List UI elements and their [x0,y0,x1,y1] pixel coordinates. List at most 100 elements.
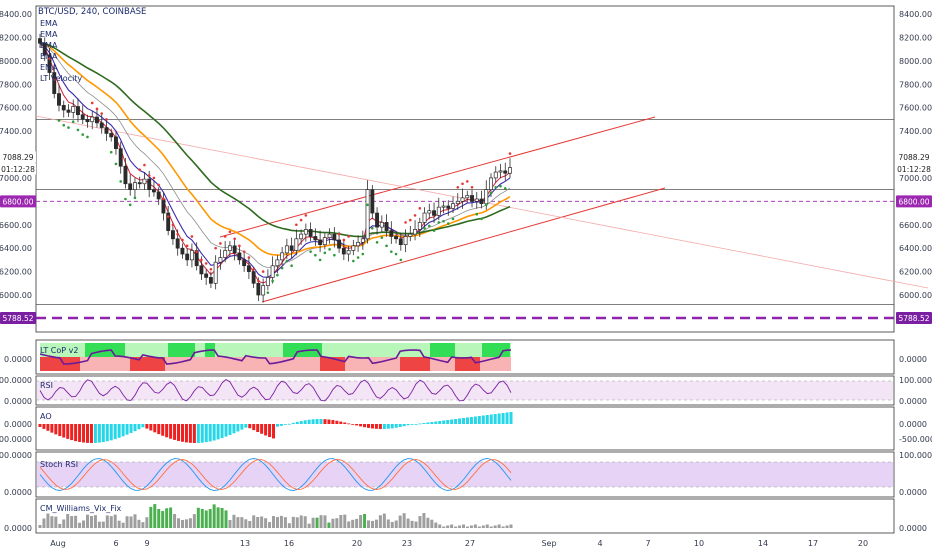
candle-body[interactable] [341,247,346,255]
candle-body[interactable] [394,236,399,240]
candle-body[interactable] [375,212,380,228]
candle-body[interactable] [389,230,394,237]
candle-body[interactable] [161,198,166,214]
candle-body[interactable] [503,170,508,174]
candle-body[interactable] [289,245,294,251]
candle-body[interactable] [147,178,152,190]
candle-body[interactable] [52,72,57,94]
legend-item[interactable]: EMA [40,41,58,50]
candle-body[interactable] [332,233,337,241]
candle-body[interactable] [199,265,204,275]
candle-body[interactable] [284,245,289,254]
candle-body[interactable] [498,170,503,173]
candle-body[interactable] [313,236,318,241]
candle-body[interactable] [303,229,308,235]
channel-lower-line[interactable] [261,187,666,303]
candle-body[interactable] [322,237,327,246]
candle-body[interactable] [484,189,489,205]
candle-body[interactable] [156,191,161,200]
candle-body[interactable] [128,183,133,190]
candle-body[interactable] [189,250,194,261]
candle-body[interactable] [47,54,52,73]
candle-body[interactable] [66,109,71,113]
candle-body[interactable] [413,229,418,235]
candle-body[interactable] [470,195,474,202]
candle-body[interactable] [213,261,218,284]
candle-body[interactable] [76,106,80,116]
candle-body[interactable] [403,236,408,246]
candle-body[interactable] [57,93,61,106]
candle-body[interactable] [346,250,351,255]
candle-body[interactable] [479,198,484,205]
candle-body[interactable] [451,203,455,209]
candle-body[interactable] [90,116,95,123]
candle-body[interactable] [218,257,223,263]
legend-item[interactable]: EMA [40,19,58,28]
candle-body[interactable] [417,222,422,230]
candle-body[interactable] [85,119,90,123]
candle-body[interactable] [360,238,365,243]
candle-body[interactable] [142,178,147,185]
candle-body[interactable] [151,189,156,193]
candle-body[interactable] [223,250,228,258]
candle-body[interactable] [493,171,498,179]
candle-body[interactable] [398,238,403,246]
candle-body[interactable] [474,198,479,202]
candle-body[interactable] [270,265,275,278]
candle-body[interactable] [265,277,270,286]
candle-body[interactable] [261,285,266,296]
candle-body[interactable] [465,195,470,199]
candle-body[interactable] [294,238,299,251]
main-y-axis[interactable]: 8400.00 8400.00 8200.00 8200.00 8000.00 8000.… [0,10,932,300]
channel-upper-line[interactable] [219,116,656,238]
legend-item[interactable]: EMA [40,52,58,61]
candle-body[interactable] [337,239,342,249]
candle-body[interactable] [280,252,285,261]
candle-body[interactable] [114,136,118,149]
candles[interactable] [38,33,512,303]
candle-body[interactable] [308,229,313,237]
candle-body[interactable] [455,200,460,205]
candle-body[interactable] [185,253,190,261]
candle-body[interactable] [446,205,451,209]
candle-body[interactable] [180,247,185,255]
candle-body[interactable] [208,277,213,284]
candle-body[interactable] [104,127,109,134]
candle-body[interactable] [379,222,384,228]
candle-body[interactable] [365,189,370,240]
candle-body[interactable] [436,206,441,216]
candle-body[interactable] [408,233,413,237]
symbol-title[interactable]: BTC/USD, 240, COINBASE [38,7,146,17]
candle-body[interactable] [38,38,42,44]
candle-body[interactable] [275,259,280,267]
candle-body[interactable] [432,210,436,216]
candle-body[interactable] [123,165,128,185]
legend-item[interactable]: EMA [40,63,58,72]
candle-body[interactable] [327,233,332,238]
candle-body[interactable] [95,116,99,124]
x-axis[interactable]: Aug 6 9 13 16 20 23 27 Sep 4 7 10 14 17 20 [50,539,868,548]
candle-body[interactable] [251,271,256,284]
candle-body[interactable] [132,182,137,190]
candle-body[interactable] [384,222,389,231]
candle-body[interactable] [232,245,237,254]
candle-body[interactable] [170,230,175,240]
candle-body[interactable] [256,282,261,296]
candle-body[interactable] [370,189,375,214]
candle-body[interactable] [71,106,76,113]
candle-body[interactable] [166,212,171,231]
candle-body[interactable] [508,167,512,174]
candle-body[interactable] [489,177,493,190]
candle-body[interactable] [237,252,242,261]
candle-body[interactable] [118,148,123,167]
candle-body[interactable] [227,245,232,251]
candle-body[interactable] [441,205,446,208]
legend-item[interactable]: LT Velocity [40,74,82,83]
candle-body[interactable] [351,245,356,251]
candle-body[interactable] [299,233,304,240]
candle-body[interactable] [137,182,142,185]
legend-item[interactable]: EMA [40,30,58,39]
candle-body[interactable] [242,259,247,267]
candle-body[interactable] [460,197,465,202]
